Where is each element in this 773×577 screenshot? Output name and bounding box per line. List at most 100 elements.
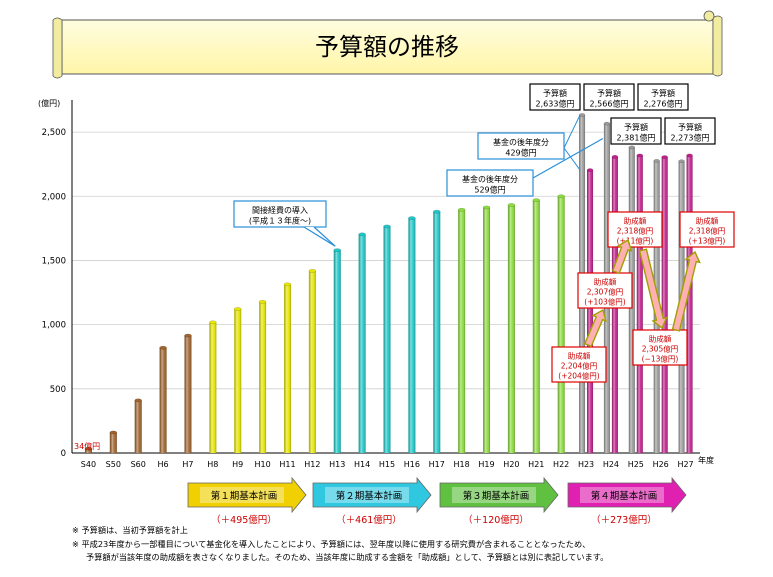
bar-budget-top xyxy=(457,207,466,212)
bar-grant-shade xyxy=(636,155,643,453)
plan-arrow-shape xyxy=(567,476,687,514)
plan-delta: （＋273億円） xyxy=(591,514,657,526)
bar-budget xyxy=(283,282,292,453)
x-tick-label: H23 xyxy=(578,460,594,469)
plan-arrow-highlight xyxy=(200,487,284,503)
bar-budget-top xyxy=(283,282,292,287)
bar-budget-top xyxy=(258,299,267,304)
bar-budget-shade xyxy=(134,400,142,453)
plan-arrow-shape xyxy=(187,476,307,514)
bar-budget-top xyxy=(134,398,142,403)
bar-budget-shade xyxy=(383,226,391,453)
y-tick-label: 500 xyxy=(50,385,66,395)
plan-delta: （＋461億円） xyxy=(336,514,402,526)
x-tick-label: H9 xyxy=(232,460,243,469)
grant-box-line: 助成額 xyxy=(649,334,672,344)
scroll-right-curl xyxy=(712,15,723,77)
plan-arrow: 第４期基本計画 （＋273億円） xyxy=(567,476,687,526)
callout-fund-429-line: 基金の後年度分 xyxy=(493,137,549,147)
bar-budget-shade xyxy=(109,432,117,453)
bar-budget-top xyxy=(358,232,366,237)
grant-arrow xyxy=(671,250,701,332)
bar-budget-shade xyxy=(184,335,192,453)
callout-indirect-cost-line: 間接経費の導入 xyxy=(252,205,308,215)
bar-budget xyxy=(383,224,391,453)
bar-budget xyxy=(333,248,341,453)
bar-budget-top xyxy=(603,121,611,126)
bar-budget-top xyxy=(507,203,516,207)
bar-budget-top xyxy=(159,345,167,350)
x-tick-label: H24 xyxy=(603,460,619,469)
budget-box-frame xyxy=(583,83,635,111)
bar-budget xyxy=(134,398,142,453)
grant-box-line: 助成額 xyxy=(568,351,591,361)
bar-budget-top xyxy=(557,194,565,199)
x-tick-label: H20 xyxy=(503,460,519,469)
y-tick-label: 1,500 xyxy=(42,256,66,266)
bar-budget-shade xyxy=(234,308,242,453)
bar-budget xyxy=(507,203,516,453)
callout-indirect-cost-pointer xyxy=(303,226,336,247)
x-tick-label: H7 xyxy=(182,460,193,469)
callout-indirect-cost-frame xyxy=(233,200,327,228)
bar-budget-shade xyxy=(159,347,167,453)
bar-budget xyxy=(233,307,242,453)
x-tick-label: H27 xyxy=(677,460,693,469)
bar-budget xyxy=(308,269,317,453)
bar-grant xyxy=(636,153,644,453)
bar-budget xyxy=(408,216,416,453)
callout-fund-529-frame xyxy=(446,169,534,197)
bar-budget-shade xyxy=(283,284,291,453)
plan-arrow-highlight xyxy=(452,487,536,503)
first-bar-label: 34億円 xyxy=(74,441,100,451)
plan-arrow: 第３期基本計画 （＋120億円） xyxy=(439,476,559,526)
bar-budget-top xyxy=(408,216,416,220)
bar-budget-shade xyxy=(358,234,366,453)
bar-budget-shade xyxy=(557,196,565,454)
x-tick-label: H11 xyxy=(279,460,295,469)
x-tick-label: H12 xyxy=(304,460,320,469)
budget-box-frame xyxy=(664,117,716,145)
x-tick-label: H17 xyxy=(429,460,445,469)
bar-grant-top xyxy=(686,153,693,158)
budget-box-frame xyxy=(610,117,662,145)
x-tick-label: H13 xyxy=(329,460,345,469)
bar-grant-shade xyxy=(661,157,668,453)
callout-fund-529-line: 基金の後年度分 xyxy=(462,174,518,184)
bar-budget-top xyxy=(84,446,93,451)
budget-box-line: 2,381億円 xyxy=(617,133,656,143)
bar-budget xyxy=(457,207,466,453)
budget-box-line: 予算額 xyxy=(543,88,567,98)
bar-budget-top xyxy=(653,158,660,163)
bar-budget xyxy=(557,194,565,454)
grant-box-line: (+103億円) xyxy=(584,297,626,307)
bar-budget-shade xyxy=(84,448,92,453)
x-tick-label: H15 xyxy=(379,460,395,469)
budget-box-line: 予算額 xyxy=(678,122,702,132)
x-tick-label: H16 xyxy=(404,460,420,469)
budget-box-line: 予算額 xyxy=(624,122,648,132)
bar-budget-top xyxy=(628,145,636,150)
plan-delta: （＋120億円） xyxy=(463,514,529,526)
bar-budget xyxy=(209,320,217,453)
note-1: ※ 予算額は、当初予算額を計上 xyxy=(72,525,188,535)
bar-grant-top xyxy=(611,155,619,159)
grant-box-line: 2,305億円 xyxy=(642,344,678,354)
bar-budget xyxy=(109,430,118,453)
grant-box-line: 2,307億円 xyxy=(587,287,623,297)
bar-grant xyxy=(661,155,668,453)
grant-arrow xyxy=(638,248,668,330)
grant-box-line: 2,204億円 xyxy=(561,361,597,371)
grant-box-frame xyxy=(577,272,633,309)
x-tick-label: S50 xyxy=(106,460,121,469)
plan-arrow: 第２期基本計画 （＋461億円） xyxy=(312,476,432,526)
x-tick-label: S40 xyxy=(81,460,96,469)
